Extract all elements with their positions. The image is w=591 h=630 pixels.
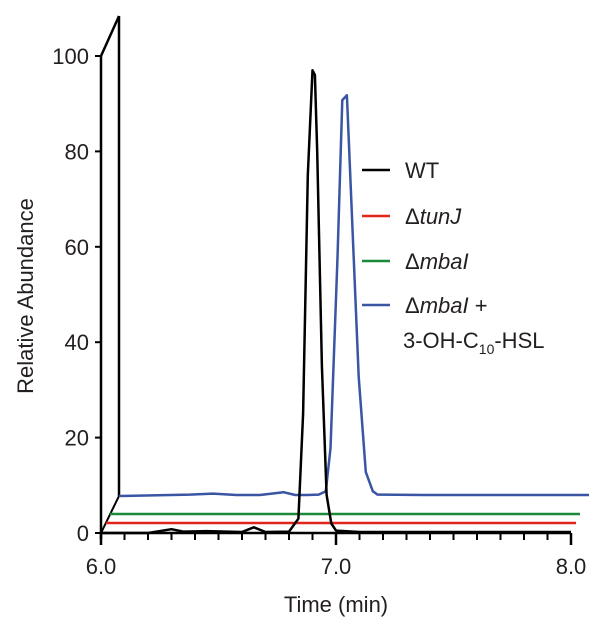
series-line-wt bbox=[101, 69, 571, 535]
y-tick-label: 0 bbox=[77, 521, 89, 546]
y-tick-label: 80 bbox=[65, 139, 89, 164]
top-depth-line bbox=[99, 15, 121, 57]
legend: WT ΔtunJ ΔmbaI ΔmbaI + 3-OH-C10-HSL bbox=[362, 158, 544, 357]
x-tick-label: 7.0 bbox=[321, 554, 352, 579]
y-tick-label: 40 bbox=[65, 330, 89, 355]
legend-label-mbai_hsl: ΔmbaI + bbox=[405, 293, 488, 318]
y-tick-label: 100 bbox=[52, 44, 89, 69]
y-tick-label: 20 bbox=[65, 426, 89, 451]
legend-label-mbai_hsl-line2: 3-OH-C10-HSL bbox=[403, 328, 544, 357]
x-tick-label: 6.0 bbox=[86, 554, 117, 579]
x-tick-label: 8.0 bbox=[556, 554, 587, 579]
legend-label-mbai: ΔmbaI bbox=[405, 249, 469, 274]
y-tick-label: 60 bbox=[65, 235, 89, 260]
series-line-mbai_hsl bbox=[118, 94, 589, 498]
x-axis-title: Time (min) bbox=[284, 592, 388, 617]
legend-label-wt: WT bbox=[405, 158, 439, 183]
y-axis-title: Relative Abundance bbox=[13, 198, 38, 394]
legend-label-tunj: ΔtunJ bbox=[405, 204, 462, 229]
axes: 0 20 40 60 80 100 6.0 7.0 8.0 bbox=[52, 15, 587, 579]
traces bbox=[101, 69, 589, 535]
